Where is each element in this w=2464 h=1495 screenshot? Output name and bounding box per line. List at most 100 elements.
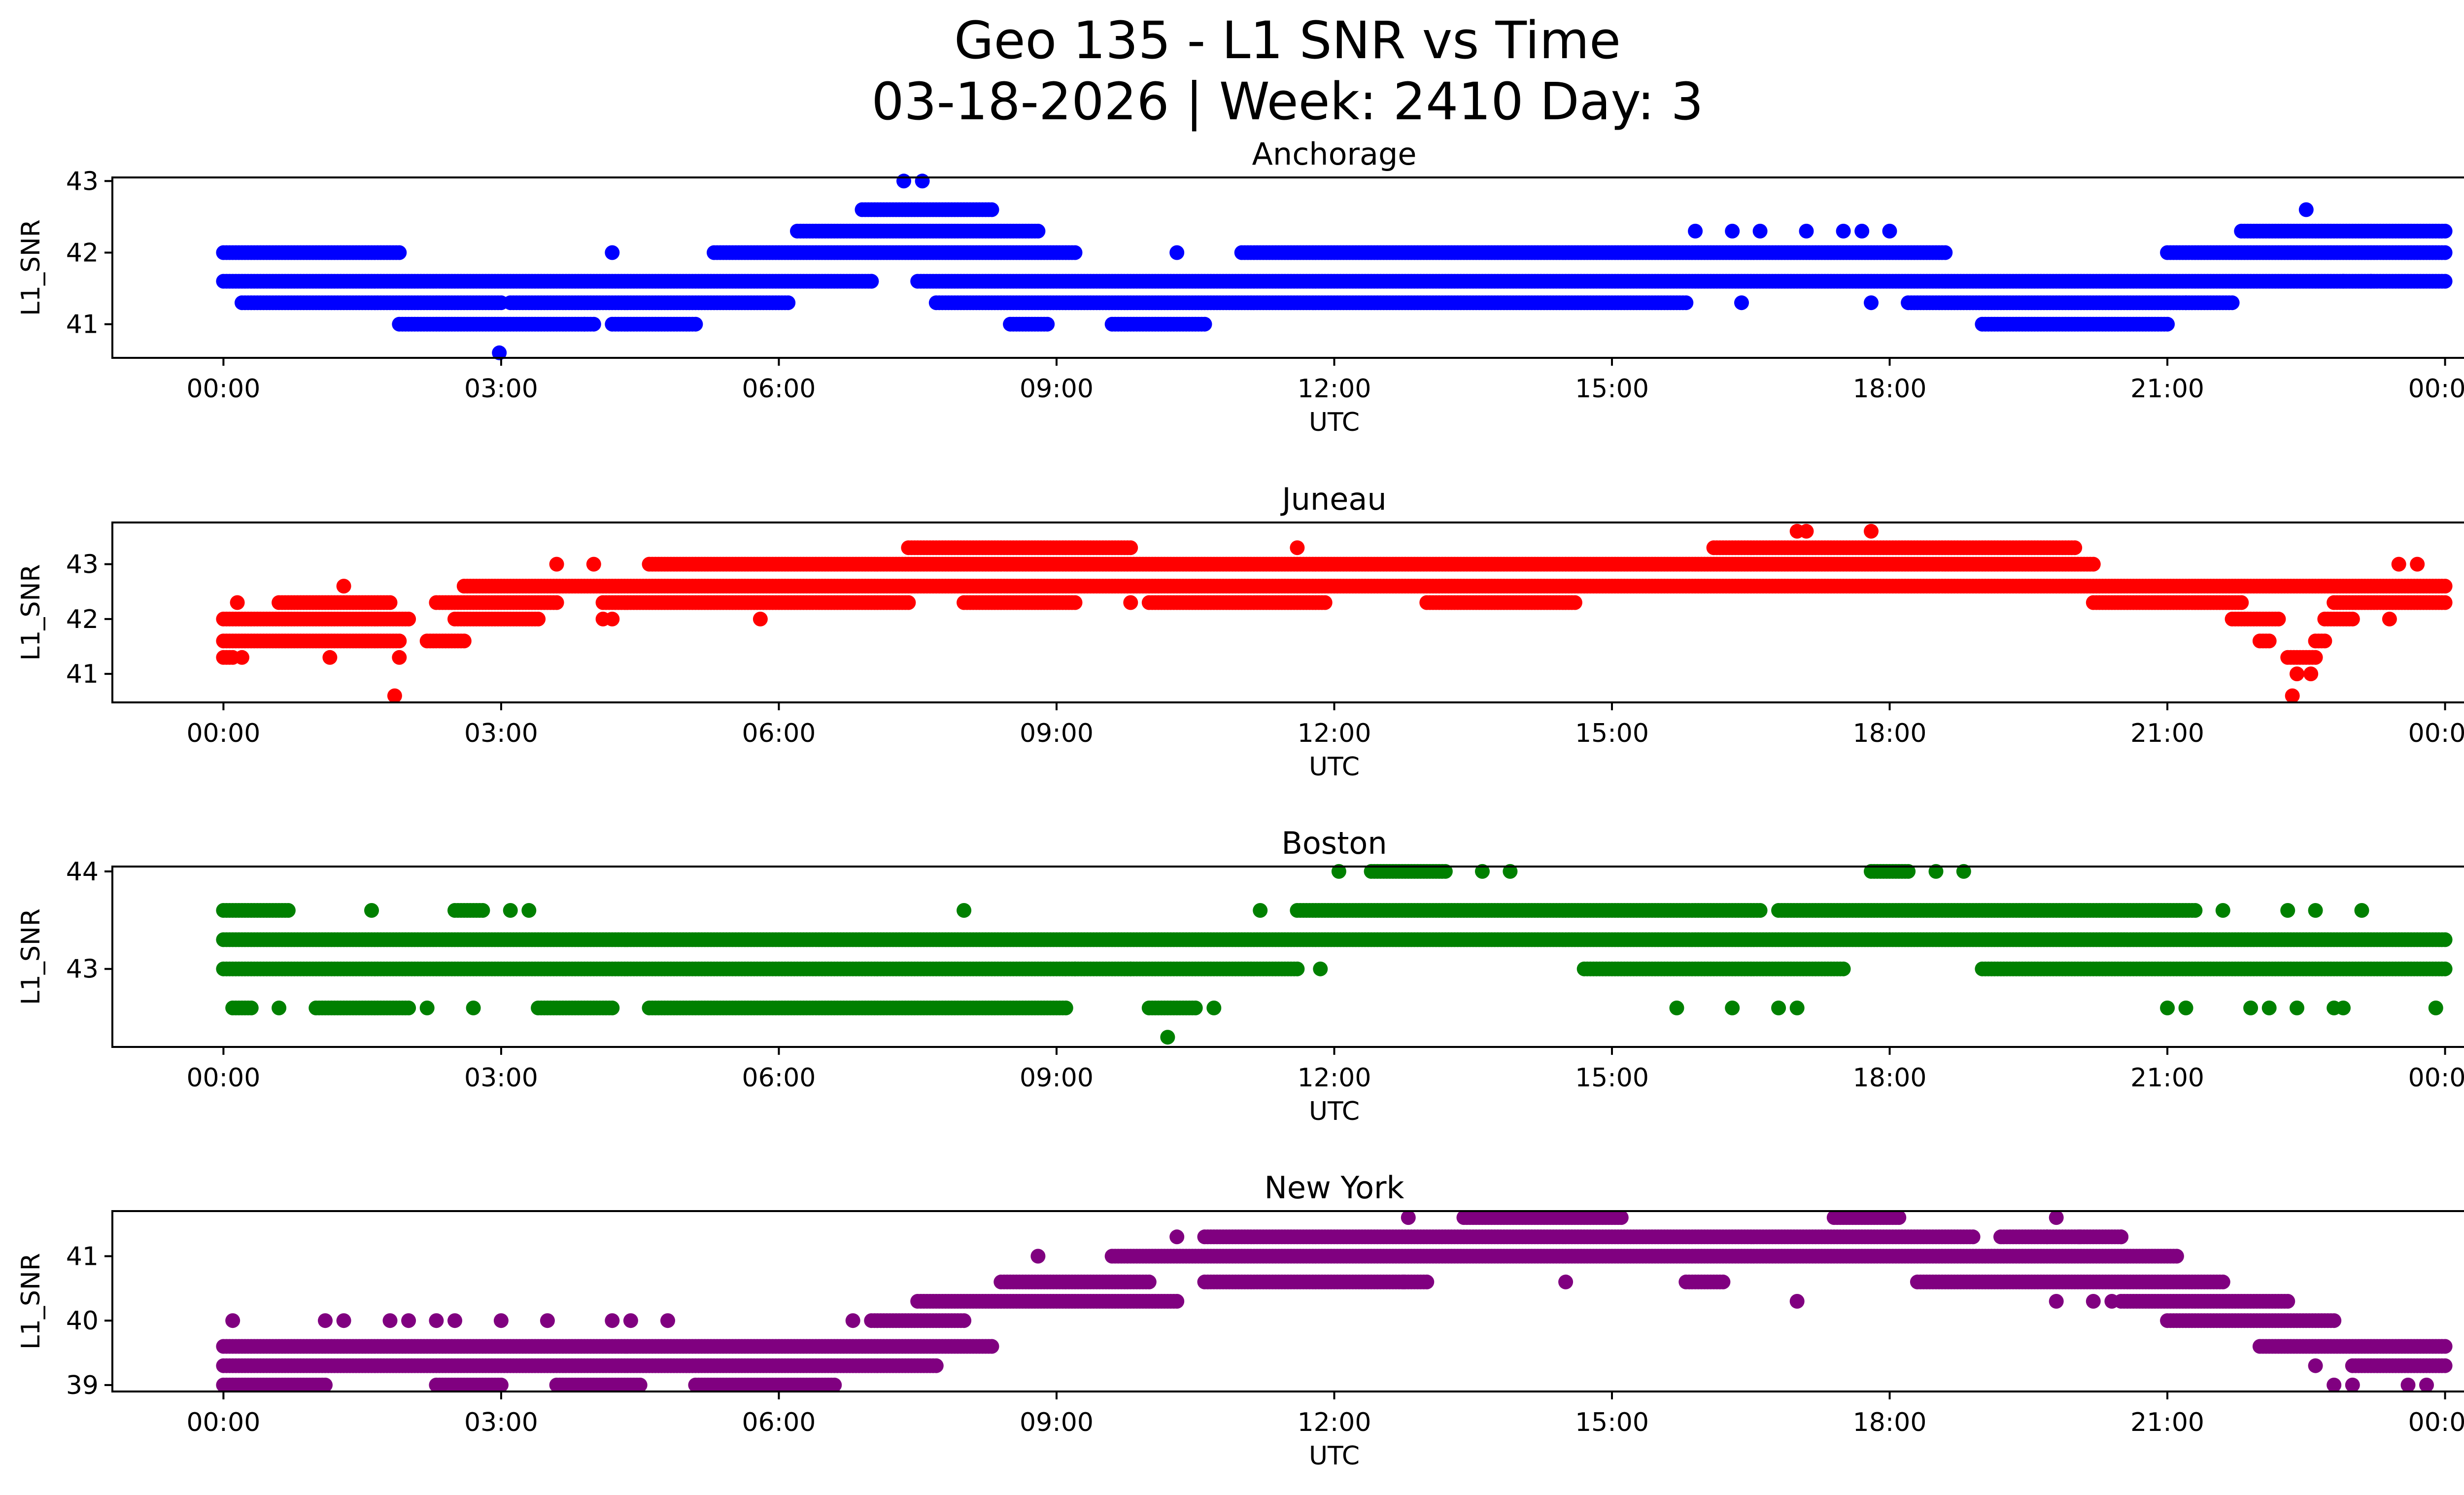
x-tick-label: 00:00	[2408, 719, 2464, 748]
data-point	[781, 295, 796, 311]
data-point	[2336, 274, 2351, 289]
y-tick-label: 42	[66, 605, 99, 634]
x-tick-label: 15:00	[1575, 719, 1649, 748]
data-point	[2410, 556, 2425, 572]
x-tick-label: 03:00	[464, 719, 538, 748]
data-point	[2437, 595, 2453, 610]
data-point	[2437, 579, 2453, 594]
data-point	[2086, 556, 2101, 572]
data-point	[2178, 295, 2193, 311]
data-point	[864, 274, 879, 289]
x-tick-label: 06:00	[742, 374, 816, 404]
x-tick-label: 18:00	[1853, 719, 1927, 748]
data-point	[1197, 316, 1212, 332]
data-point	[2345, 611, 2360, 626]
data-point	[2437, 932, 2453, 947]
data-point	[1123, 595, 1138, 610]
data-point	[896, 174, 911, 189]
data-point	[2234, 595, 2249, 610]
data-point	[2271, 611, 2286, 626]
data-series	[216, 174, 2453, 360]
figure-title-line-2: 03-18-2026 | Week: 2410 Day: 3	[871, 71, 1704, 132]
x-tick-label: 12:00	[1298, 719, 1371, 748]
data-point	[456, 633, 472, 649]
data-point	[1836, 223, 1851, 239]
x-axis-label: UTC	[1309, 408, 1360, 437]
data-point	[1169, 245, 1185, 260]
y-tick-label: 43	[66, 167, 99, 196]
x-tick-label: 00:00	[2408, 374, 2464, 404]
data-point	[2160, 316, 2175, 332]
data-point	[531, 611, 546, 626]
figure-title-line-1: Geo 135 - L1 SNR vs Time	[954, 10, 1621, 70]
x-tick-label: 03:00	[464, 374, 538, 404]
data-point	[2308, 650, 2323, 665]
data-point	[549, 595, 564, 610]
data-point	[1317, 595, 1333, 610]
x-axis-label: UTC	[1309, 752, 1360, 782]
y-axis-label: L1_SNR	[16, 219, 46, 316]
data-series	[216, 864, 2453, 1045]
data-point	[387, 688, 402, 703]
x-tick-label: 12:00	[1298, 374, 1371, 404]
subplot-title: Anchorage	[1252, 136, 1416, 172]
data-point	[382, 595, 398, 610]
data-point	[1734, 295, 1749, 311]
x-tick-label: 09:00	[1020, 374, 1094, 404]
x-tick-label: 18:00	[1853, 374, 1927, 404]
x-tick-label: 09:00	[1020, 719, 1094, 748]
data-point	[2285, 688, 2300, 703]
data-point	[901, 595, 916, 610]
data-point	[605, 245, 620, 260]
data-point	[392, 650, 407, 665]
data-point	[2363, 274, 2379, 289]
data-point	[2224, 295, 2240, 311]
data-point	[2437, 223, 2453, 239]
y-tick-label: 41	[66, 660, 99, 689]
y-axis-label: L1_SNR	[16, 564, 46, 661]
data-point	[984, 202, 999, 217]
data-point	[915, 174, 930, 189]
data-point	[2303, 666, 2319, 682]
subplot-title: Juneau	[1280, 481, 1386, 517]
subplot-juneau: 00:00 03:00 06:00 09:00 12:00 15:00 18:00 21:00…	[16, 481, 2464, 782]
data-point	[1678, 295, 1694, 311]
data-point	[392, 633, 407, 649]
data-point	[2437, 245, 2453, 260]
data-point	[401, 611, 416, 626]
data-point	[2067, 540, 2083, 556]
data-point	[586, 556, 601, 572]
data-point	[1799, 223, 1814, 239]
data-point	[1864, 523, 1879, 539]
data-point	[2437, 274, 2453, 289]
subplot-boston: 00:00 03:00 06:00 09:00 12:00 15:00 18:00 21:00…	[16, 825, 2464, 1126]
data-point	[1067, 245, 1083, 260]
data-point	[230, 595, 245, 610]
x-tick-label: 21:00	[2130, 374, 2204, 404]
data-point	[1864, 295, 1879, 311]
data-point	[1688, 223, 1703, 239]
subplot-anchorage: 00:00 03:00 06:00 09:00 12:00 15:00 18:00 21:00…	[16, 136, 2464, 437]
data-point	[549, 556, 564, 572]
data-point	[336, 579, 351, 594]
figure-title: Geo 135 - L1 SNR vs Time 03-18-2026 | We…	[0, 10, 2464, 132]
data-point	[1799, 523, 1814, 539]
y-tick-label: 42	[66, 239, 99, 268]
data-point	[322, 650, 338, 665]
x-tick-label: 00:00	[186, 374, 260, 404]
data-point	[1938, 245, 1953, 260]
data-point	[392, 245, 407, 260]
data-point	[753, 611, 768, 626]
x-tick-label: 21:00	[2130, 719, 2204, 748]
y-tick-label: 41	[66, 310, 99, 340]
data-point	[2382, 611, 2397, 626]
data-point	[235, 650, 249, 665]
data-point	[1290, 540, 1305, 556]
data-point	[1725, 223, 1740, 239]
data-point	[605, 611, 620, 626]
data-point	[1882, 223, 1897, 239]
y-tick-label: 43	[66, 550, 99, 580]
data-point	[2261, 633, 2277, 649]
x-tick-label: 06:00	[742, 719, 816, 748]
